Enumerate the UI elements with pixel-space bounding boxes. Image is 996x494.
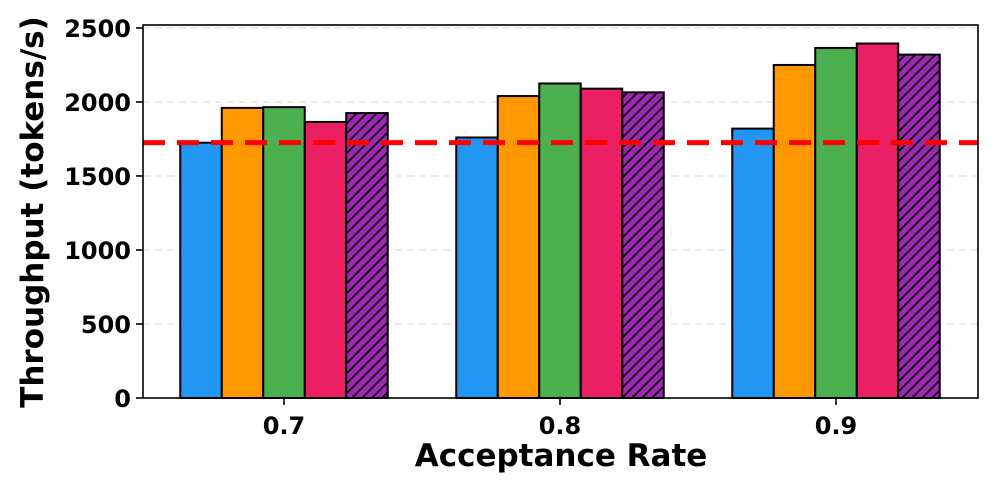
x-axis-label: Acceptance Rate	[415, 438, 708, 474]
bar-series-3-0.9	[814, 46, 858, 399]
bar-series-4-0.7	[303, 120, 348, 399]
bar-series-4-0.8	[579, 87, 624, 400]
x-tick-label: 0.8	[539, 412, 582, 440]
y-tick-label: 1000	[64, 237, 131, 265]
x-tick-label: 0.7	[263, 412, 306, 440]
bar-series-5-0.8	[621, 91, 665, 399]
x-tick-label: 0.9	[815, 412, 858, 440]
bar-series-2-0.8	[496, 95, 541, 400]
bar-series-1-0.7	[179, 141, 223, 399]
y-tick-label: 1500	[64, 163, 131, 191]
bar-series-1-0.8	[455, 136, 499, 399]
bar-series-2-0.9	[772, 63, 817, 399]
y-tick-label: 500	[81, 311, 131, 339]
bar-series-4-0.9	[855, 42, 900, 399]
y-tick-label: 2500	[64, 15, 131, 43]
y-axis-ticks: 0 500 1000 1500 2000 2500	[64, 15, 143, 413]
bar-series-5-0.7	[345, 112, 389, 399]
bars	[179, 42, 941, 400]
y-axis-label: Throughput (tokens/s)	[15, 16, 51, 408]
y-tick-label: 2000	[64, 89, 131, 117]
bar-series-2-0.7	[220, 106, 265, 399]
x-axis-ticks: 0.7 0.8 0.9	[263, 398, 858, 440]
bar-series-3-0.8	[538, 82, 582, 399]
bar-series-5-0.9	[897, 53, 941, 399]
y-tick-label: 0	[114, 385, 131, 413]
bar-series-3-0.7	[262, 106, 306, 400]
bar-series-1-0.9	[731, 127, 775, 399]
